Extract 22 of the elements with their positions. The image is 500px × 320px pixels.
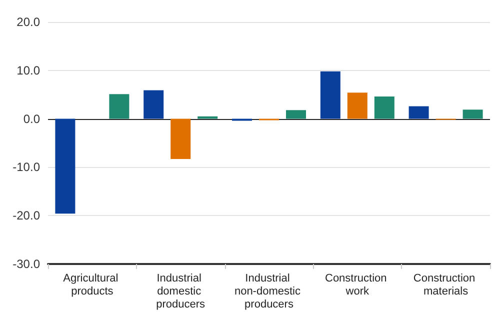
bar (198, 116, 218, 119)
x-tick-label: Industrial domestic producers (156, 272, 206, 310)
y-tick-label: -10.0 (12, 160, 40, 174)
bar (347, 92, 368, 119)
y-tick-label: 0.0 (23, 112, 40, 126)
bar (408, 106, 429, 119)
bar (462, 110, 483, 119)
bar (320, 71, 340, 119)
y-tick-label: 20.0 (16, 15, 40, 29)
x-tick-label: Construction work (324, 272, 390, 298)
bar (109, 94, 130, 119)
x-tick-label: Construction materials (413, 272, 478, 298)
x-tick-label: Industrial non-domestic producers (234, 272, 304, 310)
bar (170, 118, 191, 159)
bar (286, 110, 306, 119)
bar (144, 90, 164, 119)
y-tick-label: -20.0 (12, 208, 40, 223)
y-tick-label: 10.0 (16, 63, 40, 78)
bar (55, 118, 76, 214)
x-tick-label: Agricultural products (63, 272, 122, 298)
bar (374, 96, 394, 119)
y-tick-label: -30.0 (12, 257, 40, 271)
